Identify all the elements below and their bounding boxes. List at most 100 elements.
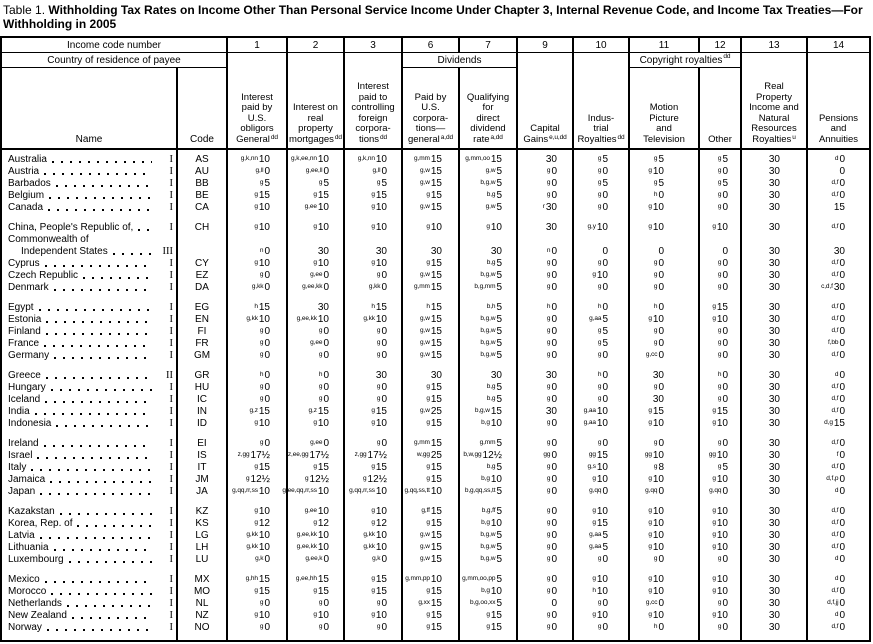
footnote-superscript: d,f xyxy=(831,223,839,230)
rate-cell: g 10 xyxy=(698,530,740,542)
footnote-superscript: g xyxy=(254,203,258,210)
country-name-text: Netherlands xyxy=(8,598,62,609)
rate-value: 15 xyxy=(652,406,664,417)
footnote-superscript: g xyxy=(546,611,551,618)
rate-value: 15 xyxy=(430,302,442,313)
rate-cell: g,cc 0 xyxy=(628,350,698,362)
table-row: New Zealand I NZ g 10 g 10 g 10 g 15 g 15 g 0 g 10 g 10 g 10… xyxy=(2,610,869,622)
rate-value: 0 xyxy=(722,486,728,497)
column-header-line: U.S. xyxy=(421,102,440,113)
rate-cell: g 10 xyxy=(343,418,401,430)
rate-cell: g 15 xyxy=(401,190,458,202)
rate-cell: g,w 15 xyxy=(401,530,458,542)
footnote-superscript: g xyxy=(712,611,716,618)
footnote-superscript: d,f xyxy=(831,395,839,402)
rate-value: 15 xyxy=(430,382,442,393)
column-header-line: Property xyxy=(756,91,792,103)
country-name-text: Commonwealth of xyxy=(8,234,89,245)
spacer-cell xyxy=(401,566,458,574)
rate-cell: g,w 5 xyxy=(458,202,516,214)
rate-cell: gg 10 xyxy=(698,450,740,462)
footnote-superscript: g,w xyxy=(420,351,430,358)
rate-value: 0 xyxy=(381,282,387,293)
footnote-superscript: g xyxy=(376,395,381,402)
rate-cell: g 15 xyxy=(458,610,516,622)
footnote-superscript: g,k,ee,nn xyxy=(291,155,317,162)
footnote-superscript: g,z xyxy=(308,407,317,414)
table-row: Kazakstan I KZ g 10 g,ee 10 g 10 g,ff 15 b,g,ff 5 g 0 g… xyxy=(2,506,869,518)
spacer-cell xyxy=(286,634,343,640)
rate-value: 10 xyxy=(716,314,728,325)
rate-cell: g,w 15 xyxy=(401,350,458,362)
rate-cell: 0 xyxy=(516,598,572,610)
footnote-superscript: g xyxy=(648,587,652,594)
footnote-superscript: g xyxy=(653,327,658,334)
column-header-line: Television xyxy=(643,133,685,145)
rate-value: 5 xyxy=(264,178,270,189)
footnote-superscript: b,g,oo,xx xyxy=(469,599,496,606)
rate-cell: b,w,gg 12½ xyxy=(458,450,516,462)
footnote-superscript: g xyxy=(546,487,551,494)
rate-value: 10 xyxy=(375,418,387,429)
country-code: EN xyxy=(176,314,226,326)
rate-value: 0 xyxy=(602,190,608,201)
rate-value: 0 xyxy=(602,382,608,393)
rate-cell: g,mm,oo 15 xyxy=(458,154,516,166)
spacer-cell xyxy=(343,214,401,222)
footnote-superscript: d,f xyxy=(831,383,839,390)
footnote-superscript: g,qq xyxy=(645,487,658,494)
column-header-line: Resources xyxy=(751,123,797,134)
rate-cell: g,cc 0 xyxy=(628,598,698,610)
rate-value: 0 xyxy=(264,270,270,281)
rate-value: 10 xyxy=(375,222,387,233)
rate-value: 0 xyxy=(839,530,845,541)
country-name-text: Estonia xyxy=(8,314,42,325)
column-header-line: Interest xyxy=(241,91,273,103)
rate-cell: g 10 xyxy=(698,222,740,234)
rate-value: 0 xyxy=(264,282,270,293)
footnote-superscript: g xyxy=(318,351,323,358)
rate-cell: c,d,f 30 xyxy=(806,282,869,294)
footnote-superscript: g,w xyxy=(420,271,430,278)
rate-value: 10 xyxy=(652,518,664,529)
country-name-text: Germany xyxy=(8,350,50,361)
footnote-superscript: g,aa xyxy=(589,531,602,538)
rate-value: 0 xyxy=(602,438,608,449)
footnote-superscript: g xyxy=(259,339,264,346)
footnote-superscript: g xyxy=(717,395,722,402)
spacer-cell xyxy=(2,214,176,222)
rate-value: 0 xyxy=(264,554,270,565)
rate-cell: g,mm 15 xyxy=(401,438,458,450)
table-row: Denmark I DA g,kk 0 g,ee,kk 0 g,kk 0 g,mm 15 b,g,mm… xyxy=(2,282,869,294)
column-header-line: property xyxy=(298,123,333,134)
spacer-cell xyxy=(401,150,458,154)
rate-value: 0 xyxy=(381,338,387,349)
rate-cell: d,f 0 xyxy=(806,438,869,450)
footnote-superscript: b,g xyxy=(486,383,496,390)
table-row: Finland I FI g 0 g 0 g 0 g,w 15 b,g,w 5 g 0 g 5 g 0 g 0 30 d,f… xyxy=(2,326,869,338)
rate-cell: d,f 0 xyxy=(806,586,869,598)
footnote-superscript: g xyxy=(592,507,596,514)
rate-value: 15 xyxy=(490,610,502,621)
footnote-superscript: g xyxy=(318,383,323,390)
footnote-superscript: d,f xyxy=(831,327,839,334)
rate-value: 0 xyxy=(551,166,557,177)
dot-leader xyxy=(56,425,152,427)
footnote-superscript: g xyxy=(717,383,722,390)
spacer-cell xyxy=(516,634,572,640)
treaty-class: I xyxy=(169,154,174,165)
country-code: DA xyxy=(176,282,226,294)
footnote-superscript: g xyxy=(717,555,722,562)
footnote-superscript: g xyxy=(597,555,602,562)
rate-value: 10 xyxy=(716,474,728,485)
rate-value: 0 xyxy=(264,350,270,361)
footnote-superscript: g xyxy=(712,575,716,582)
